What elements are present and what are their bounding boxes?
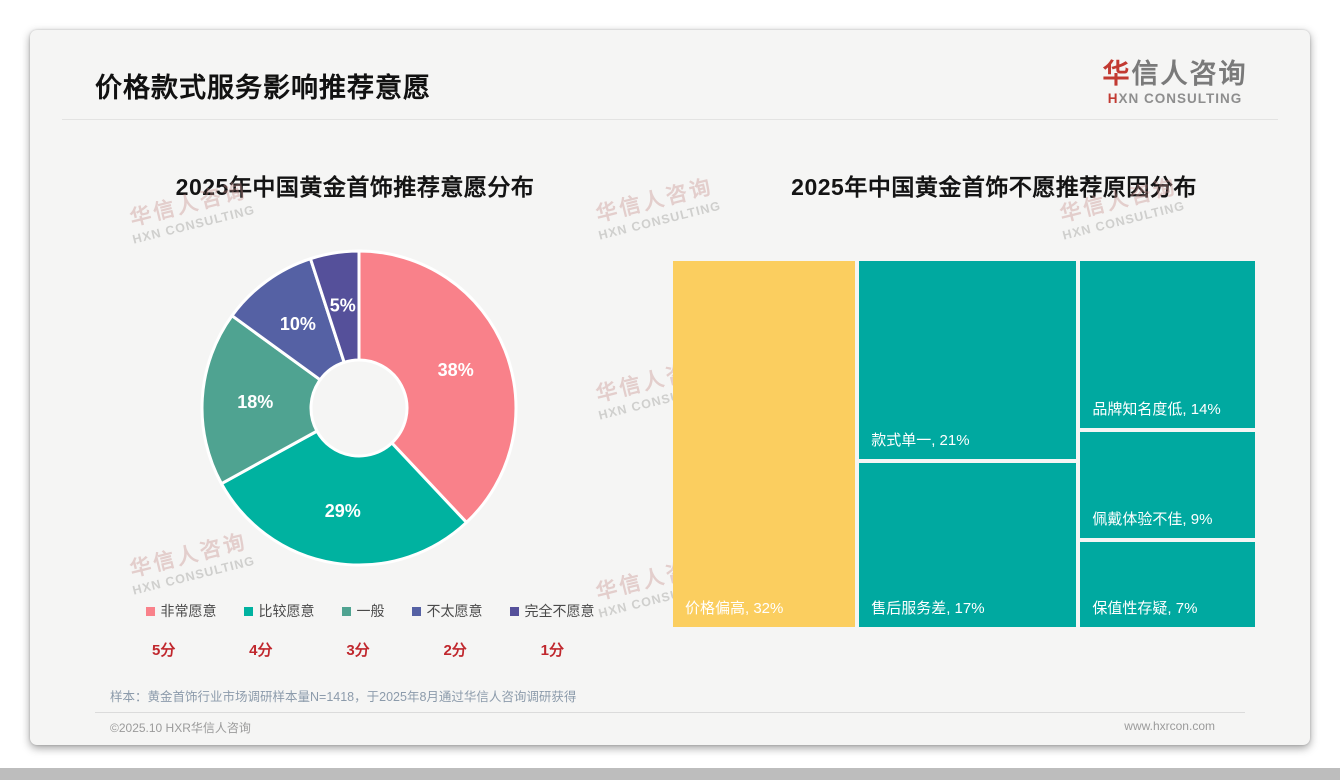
donut-chart: 38% 29% 18% 10% 5% [200, 249, 518, 567]
donut-slice-label: 29% [325, 501, 361, 521]
donut-slice-一般[interactable] [200, 314, 322, 486]
treemap-block-品牌知名度低[interactable]: 品牌知名度低, 14% [1080, 261, 1255, 428]
treemap-block-label: 价格偏高, 32% [685, 600, 784, 617]
company-logo: 华信人咨询 HXN CONSULTING [1095, 59, 1255, 107]
page-title: 价格款式服务影响推荐意愿 [95, 73, 431, 103]
donut-slice-label: 10% [280, 314, 316, 334]
window-bottom-edge [0, 768, 1340, 780]
legend-swatch [341, 606, 351, 616]
treemap-block-label: 款式单一, 21% [871, 432, 970, 450]
legend-label: 比较愿意 [258, 603, 315, 619]
treemap-block-label: 保值性存疑, 7% [1092, 599, 1198, 617]
footer-divider [95, 712, 1245, 713]
legend-swatch [411, 606, 421, 616]
footer-website: www.hxrcon.com [1124, 719, 1215, 733]
treemap-block-label: 佩戴体验不佳, 9% [1092, 510, 1213, 528]
legend-item-非常愿意[interactable]: 非常愿意 [145, 601, 217, 621]
treemap-block-label: 品牌知名度低, 14% [1092, 400, 1221, 418]
donut-slice-label: 5% [330, 296, 356, 316]
logo-en-text: HXN CONSULTING [1107, 90, 1243, 106]
treemap-block-佩戴体验不佳[interactable]: 佩戴体验不佳, 9% [1080, 431, 1255, 538]
treemap-block-价格偏高[interactable]: 价格偏高, 32% [673, 261, 856, 627]
legend-swatch [243, 606, 253, 616]
score-labels-row: 5分 4分 3分 2分 1分 [152, 639, 564, 660]
treemap-block-款式单一[interactable]: 款式单一, 21% [859, 261, 1077, 460]
donut-legend: 非常愿意 比较愿意 一般 不太愿意 完全不愿意 [100, 601, 640, 621]
score-label: 5分 [152, 642, 176, 659]
treemap-block-label: 售后服务差, 17% [871, 599, 985, 617]
footer-copyright: ©2025.10 HXR华信人咨询 [110, 721, 251, 735]
header-divider [62, 119, 1278, 120]
sample-footnote: 样本：黄金首饰行业市场调研样本量N=1418，于2025年8月通过华信人咨询调研… [110, 690, 577, 704]
donut-slice-label: 18% [237, 392, 273, 412]
treemap-block-保值性存疑[interactable]: 保值性存疑, 7% [1080, 541, 1255, 627]
score-label: 2分 [443, 642, 467, 659]
legend-item-比较愿意[interactable]: 比较愿意 [243, 601, 315, 621]
score-label: 4分 [249, 642, 273, 659]
donut-slice-label: 38% [438, 360, 474, 380]
legend-item-一般[interactable]: 一般 [341, 601, 385, 621]
legend-label: 非常愿意 [160, 603, 217, 619]
legend-swatch [145, 606, 155, 616]
donut-chart-title: 2025年中国黄金首饰推荐意愿分布 [175, 174, 535, 200]
legend-item-不太愿意[interactable]: 不太愿意 [411, 601, 483, 621]
score-label: 1分 [540, 642, 564, 659]
legend-label: 不太愿意 [426, 603, 483, 619]
legend-label: 一般 [356, 603, 385, 619]
treemap-block-售后服务差[interactable]: 售后服务差, 17% [859, 463, 1077, 627]
donut-slice-非常愿意[interactable] [357, 249, 518, 524]
legend-item-完全不愿意[interactable]: 完全不愿意 [509, 601, 595, 621]
treemap-chart-title: 2025年中国黄金首饰不愿推荐原因分布 [791, 174, 1197, 200]
logo-cn-text: 华信人咨询 [1102, 59, 1248, 89]
legend-label: 完全不愿意 [524, 603, 595, 619]
score-label: 3分 [346, 642, 370, 659]
donut-slice-比较愿意[interactable] [219, 429, 468, 567]
donut-slice-完全不愿意[interactable] [308, 249, 361, 364]
legend-swatch [509, 606, 519, 616]
treemap-chart: 价格偏高, 32% 款式单一, 21% 售后服务差, 17% 品牌知名度低, 14% 佩… [673, 261, 1255, 627]
